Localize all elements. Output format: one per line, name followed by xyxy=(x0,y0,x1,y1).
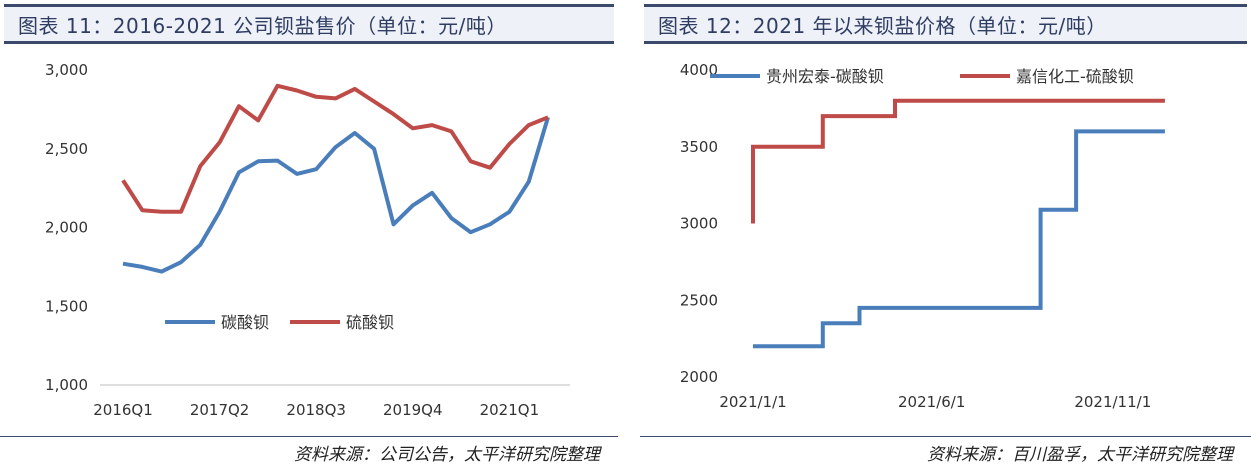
right-x-tick-label: 2021/11/1 xyxy=(1074,393,1151,411)
right-legend-label-1: 贵州宏泰-碳酸钡 xyxy=(766,67,884,86)
left-x-tick-label: 2019Q4 xyxy=(383,401,443,419)
left-y-tick-label: 3,000 xyxy=(45,61,88,79)
right-legend-label-2: 嘉信化工-硫酸钡 xyxy=(1016,67,1134,86)
right-source-divider xyxy=(640,436,1251,437)
right-chart-panel: 图表 12：2021 年以来钡盐价格（单位：元/吨） 2000 2500 3000 3… xyxy=(640,0,1251,467)
left-x-tick-label: 2018Q3 xyxy=(286,401,346,419)
left-y-tick-label: 1,000 xyxy=(45,376,88,394)
right-y-tick-label: 3500 xyxy=(680,138,718,156)
left-chart-svg: 1,000 1,500 2,000 2,500 3,000 2016Q1 2017Q2 201… xyxy=(45,61,570,419)
left-source-divider xyxy=(0,436,618,437)
left-series-line-2 xyxy=(121,83,549,214)
left-series-line-1 xyxy=(122,116,550,274)
left-y-tick-label: 2,500 xyxy=(45,140,88,158)
left-chart-panel: 图表 11：2016-2021 公司钡盐售价（单位：元/吨） 1,000 1,50… xyxy=(0,0,618,467)
left-chart-title: 图表 11：2016-2021 公司钡盐售价（单位：元/吨） xyxy=(18,14,507,38)
right-y-tick-label: 2000 xyxy=(680,368,718,386)
left-x-tick-label: 2017Q2 xyxy=(190,401,250,419)
left-x-tick-label: 2021Q1 xyxy=(480,401,540,419)
right-series-line-2 xyxy=(751,98,1165,224)
right-series-line-1 xyxy=(753,129,1165,349)
left-x-tick-label: 2016Q1 xyxy=(93,401,153,419)
left-source-text: 资料来源：公司公告，太平洋研究院整理 xyxy=(294,445,600,465)
right-source-text: 资料来源：百川盈孚，太平洋研究院整理 xyxy=(927,445,1233,465)
right-chart-svg: 2000 2500 3000 3500 4000 2021/1/1 2021/6/1 2021… xyxy=(680,61,1165,411)
left-y-tick-label: 2,000 xyxy=(45,219,88,237)
left-legend-label-2: 硫酸钡 xyxy=(346,313,394,332)
right-y-tick-label: 2500 xyxy=(680,291,718,309)
right-y-tick-label: 3000 xyxy=(680,215,718,233)
left-y-tick-label: 1,500 xyxy=(45,297,88,315)
right-title-bar: 图表 12：2021 年以来钡盐价格（单位：元/吨） xyxy=(644,4,1247,44)
right-x-tick-label: 2021/1/1 xyxy=(719,393,786,411)
left-legend-label-1: 碳酸钡 xyxy=(221,313,269,332)
left-title-bar: 图表 11：2016-2021 公司钡盐售价（单位：元/吨） xyxy=(4,4,614,44)
right-y-tick-label: 4000 xyxy=(680,61,718,79)
right-x-tick-label: 2021/6/1 xyxy=(898,393,965,411)
right-chart-title: 图表 12：2021 年以来钡盐价格（单位：元/吨） xyxy=(658,14,1107,38)
